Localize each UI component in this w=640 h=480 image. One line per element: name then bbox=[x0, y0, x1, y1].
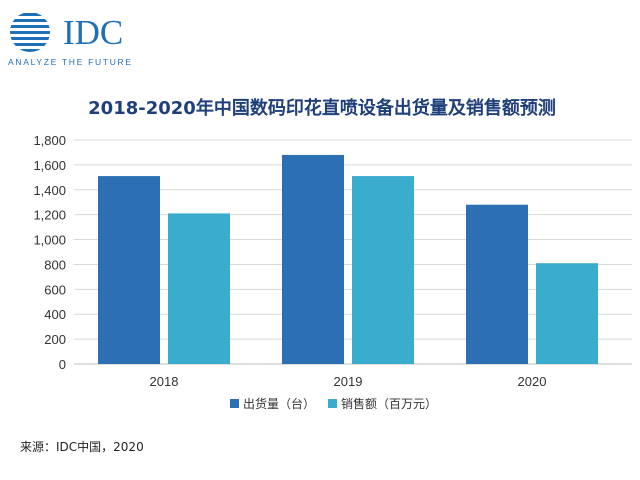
y-tick-label: 200 bbox=[44, 332, 66, 347]
bar-2019-series-2 bbox=[352, 176, 414, 364]
logo-tagline: ANALYZE THE FUTURE bbox=[8, 57, 133, 67]
bar-2019-series-1 bbox=[282, 154, 344, 364]
y-tick-label: 1,000 bbox=[33, 233, 66, 248]
x-tick-label: 2020 bbox=[518, 374, 547, 389]
y-tick-label: 1,800 bbox=[33, 133, 66, 148]
y-tick-label: 600 bbox=[44, 282, 66, 297]
y-axis: 0 200 400 600 800 1,000 1,200 1,400 1,600 1,800 bbox=[33, 133, 66, 372]
x-tick-label: 2019 bbox=[334, 374, 363, 389]
bar-2018-series-1 bbox=[98, 176, 160, 364]
legend-swatch bbox=[328, 399, 337, 408]
bars bbox=[98, 154, 598, 364]
legend-label: 出货量（台） bbox=[243, 396, 315, 411]
y-tick-label: 800 bbox=[44, 257, 66, 272]
x-axis: 2018 2019 2020 bbox=[150, 374, 547, 389]
y-tick-label: 1,400 bbox=[33, 183, 66, 198]
bar-2018-series-2 bbox=[168, 213, 230, 364]
legend-swatch bbox=[230, 399, 239, 408]
y-tick-label: 1,200 bbox=[33, 208, 66, 223]
chart-title: 2018-2020年中国数码印花直喷设备出货量及销售额预测 bbox=[88, 97, 556, 119]
logo-wordmark: IDC bbox=[63, 13, 124, 52]
y-tick-label: 0 bbox=[59, 357, 66, 372]
source-note: 来源：IDC中国，2020 bbox=[20, 439, 144, 454]
x-tick-label: 2018 bbox=[150, 374, 179, 389]
bar-2020-series-2 bbox=[536, 263, 598, 364]
y-tick-label: 1,600 bbox=[33, 158, 66, 173]
globe-icon bbox=[10, 13, 50, 52]
bar-2020-series-1 bbox=[466, 204, 528, 364]
y-tick-label: 400 bbox=[44, 307, 66, 322]
legend: 出货量（台） 销售额（百万元） bbox=[230, 396, 437, 411]
idc-logo: IDC ANALYZE THE FUTURE bbox=[8, 10, 138, 68]
legend-label: 销售额（百万元） bbox=[341, 396, 437, 411]
